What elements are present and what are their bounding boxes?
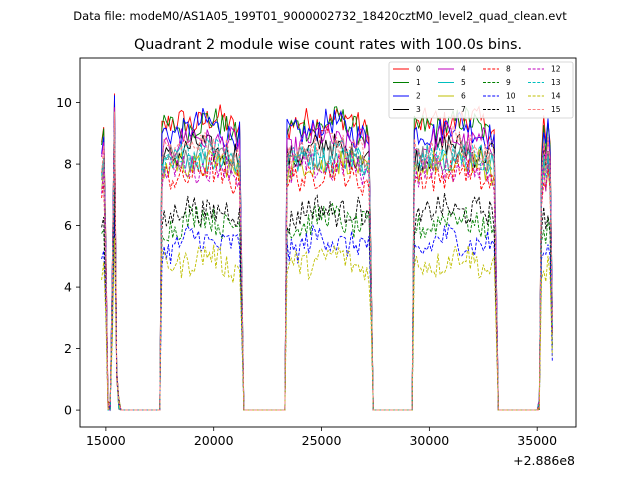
plot-area [101, 93, 553, 412]
legend-label-12: 12 [551, 65, 561, 74]
axes-frame [79, 57, 577, 428]
legend-label-7: 7 [461, 105, 466, 114]
series-line-11 [101, 188, 553, 411]
series-line-10 [101, 214, 553, 411]
series-line-8 [101, 141, 553, 411]
series-line-2 [101, 95, 553, 411]
y-tick-label: 2 [64, 341, 72, 356]
x-tick-label: 20000 [194, 433, 234, 448]
series-line-6 [101, 138, 553, 411]
legend-label-8: 8 [506, 65, 511, 74]
legend-label-6: 6 [461, 92, 466, 101]
legend-label-0: 0 [416, 65, 421, 74]
y-tick-label: 4 [64, 280, 72, 295]
x-tick-label: 15000 [86, 433, 126, 448]
chart-title: Quadrant 2 module wise count rates with … [134, 37, 522, 53]
x-tick-label: 25000 [302, 433, 342, 448]
series-line-9 [101, 191, 553, 411]
x-offset-label: +2.886e8 [513, 453, 575, 468]
legend-label-5: 5 [461, 78, 466, 87]
y-tick-label: 0 [64, 403, 72, 418]
series-line-15 [101, 111, 553, 411]
series-line-12 [101, 135, 553, 411]
legend-label-4: 4 [461, 65, 466, 74]
x-tick-label: 30000 [409, 433, 449, 448]
y-tick-label: 8 [64, 157, 72, 172]
legend-label-1: 1 [416, 78, 421, 87]
legend-label-13: 13 [551, 78, 561, 87]
legend-label-2: 2 [416, 92, 421, 101]
legend-label-10: 10 [506, 92, 516, 101]
series-line-14 [101, 237, 553, 411]
y-tick-label: 6 [64, 218, 72, 233]
series-line-3 [101, 119, 553, 411]
legend-label-9: 9 [506, 78, 511, 87]
legend-label-14: 14 [551, 92, 561, 101]
axis-ticks: 15000 20000 25000 30000 35000 0 2 4 6 8 10 [56, 95, 557, 448]
legend-box [388, 61, 574, 119]
x-tick-label: 35000 [517, 433, 557, 448]
legend-label-11: 11 [506, 105, 516, 114]
series-line-13 [101, 129, 553, 411]
series-line-7 [101, 123, 553, 411]
y-tick-label: 10 [56, 95, 72, 110]
legend-label-3: 3 [416, 105, 421, 114]
figure-suptitle: Data file: modeM0/AS1A05_199T01_90000027… [73, 9, 567, 23]
legend-label-15: 15 [551, 105, 561, 114]
